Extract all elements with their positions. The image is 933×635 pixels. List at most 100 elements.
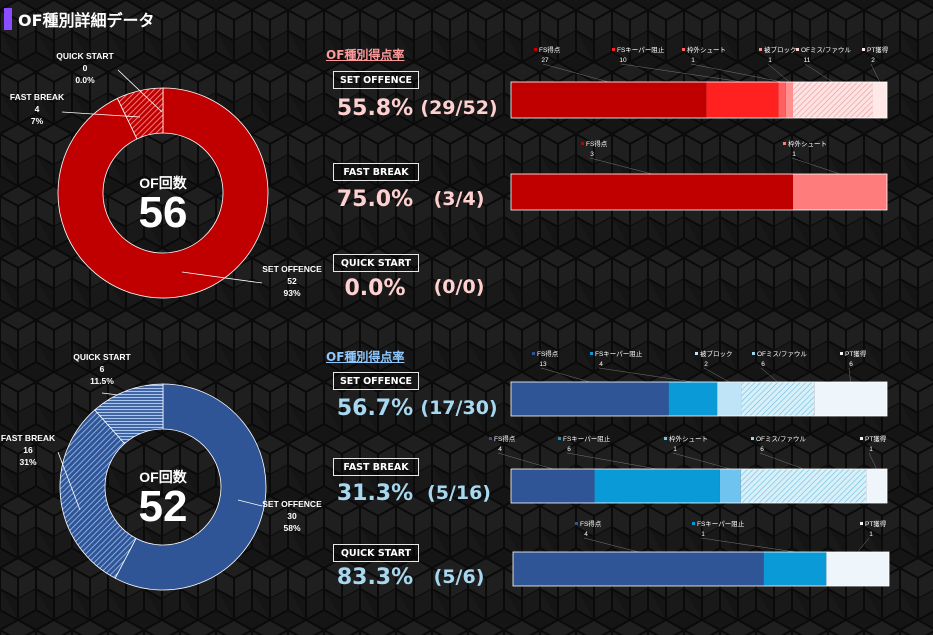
legend-entry: FSキーパー阻止 [697,519,745,528]
donut-label-name: QUICK START [56,51,114,61]
bar-segment-0 [511,82,707,118]
red-rate-quick-start: 0.0% [344,276,406,301]
legend-value: 6 [760,446,764,453]
blue-count-fast-break: (5/16) [427,482,491,504]
bar-segment-1 [763,552,827,586]
donut-slice-fast-break [116,87,164,140]
legend-swatch [796,48,799,51]
donut-label-name: SET OFFENCE [262,264,322,274]
page-title: OF種別詳細データ [18,11,155,30]
bar-outline [510,468,888,504]
legend-leader [589,157,653,175]
red-section-heading: OF種別得点率 [326,48,405,62]
donut-center-value: 52 [139,482,188,531]
legend-swatch [752,352,755,355]
blue-rate-set-offence: 56.7% [336,396,414,421]
donut-center-label: OF回数 [139,469,187,485]
legend-leader [620,63,743,83]
legend-swatch [860,522,863,525]
legend-swatch [532,352,535,355]
legend-entry: 枠外シュート [788,139,827,148]
red-row-label-set-offence: SET OFFENCE [333,71,419,89]
legend-entry: OFミス/ファウル [757,350,807,358]
donut-slice-fast-break [59,409,137,579]
legend-leader [703,367,730,383]
bar-segment-1 [668,382,718,416]
donut-slice-set-offence [114,383,267,591]
donut-leader-line [237,499,263,507]
legend-value: 27 [541,57,549,64]
blue-count-set-offence: (17/30) [420,397,498,419]
legend-swatch [590,352,593,355]
legend-entry: 枠外シュート [669,434,708,443]
legend-swatch [664,437,667,440]
bar-segment-3 [740,469,867,503]
legend-value: 1 [673,446,677,453]
donut-label-value: 30 [287,511,297,521]
blue-row-label-fast-break: FAST BREAK [333,458,419,476]
red-rate-fast-break: 75.0% [336,187,414,212]
bar-segment-0 [511,382,669,416]
bar-segment-4 [793,82,873,118]
legend-value: 1 [768,57,772,64]
legend-value: 1 [691,57,695,64]
legend-entry: PT獲得 [867,45,889,54]
legend-value: 11 [804,57,811,64]
legend-entry: 枠外シュート [687,45,726,54]
donut-label-name: FAST BREAK [1,433,56,443]
legend-entry: FS得点 [539,45,561,54]
legend-swatch [682,48,685,51]
red-count-fast-break: (3/4) [433,188,485,210]
donut-label-percent: 31% [19,457,36,467]
donut-leader-line [101,392,119,396]
legend-entry: PT獲得 [865,434,887,443]
blue-row-label-quick-start: QUICK START [333,544,419,562]
legend-swatch [581,142,584,145]
legend-swatch [612,48,615,51]
legend-swatch [575,522,578,525]
donut-label-value: 0 [83,63,88,73]
bar-outline [512,551,890,587]
stacked-bar-charts: FS得点27FSキーパー阻止10枠外シュート1被ブロック1OFミス/ファウル11… [489,45,890,587]
legend-entry: FS得点 [494,434,516,443]
legend-swatch [860,437,863,440]
legend-value: 6 [567,446,571,453]
blue-row-label-set-offence: SET OFFENCE [333,372,419,390]
legend-entry: FS得点 [537,349,559,358]
bar-segment-3 [741,382,815,416]
legend-entry: FSキーパー阻止 [563,434,611,443]
legend-swatch [695,352,698,355]
bar-segment-1 [793,174,887,210]
red-count-quick-start: (0/0) [433,276,485,298]
legend-swatch [692,522,695,525]
bar-segment-2 [717,382,742,416]
legend-leader [868,452,877,470]
legend-value: 1 [701,531,705,538]
legend-value: 2 [704,361,708,368]
legend-swatch [489,437,492,440]
legend-swatch [862,48,865,51]
legend-leader [759,452,804,470]
legend-value: 3 [590,151,594,158]
donut-label-percent: 7% [31,116,44,126]
bar-outline [510,173,888,211]
legend-entry: 被ブロック [764,45,797,54]
legend-entry: PT獲得 [845,349,867,358]
donut-center-label: OF回数 [139,175,187,191]
legend-swatch [751,437,754,440]
red-row-label-fast-break: FAST BREAK [333,163,419,181]
donut-slice-quick-start [94,383,164,445]
donut-leader-line [181,271,263,284]
donut-label-percent: 93% [283,288,300,298]
bar-segment-1 [706,82,779,118]
donut-label-name: FAST BREAK [10,92,65,102]
legend-swatch [840,352,843,355]
bar-segment-0 [511,469,595,503]
legend-entry: OFミス/ファウル [756,435,806,443]
red-row-label-quick-start: QUICK START [333,254,419,272]
bar-outline [510,81,888,119]
bar-segment-3 [785,82,793,118]
blue-rate-fast-break: 31.3% [336,481,414,506]
